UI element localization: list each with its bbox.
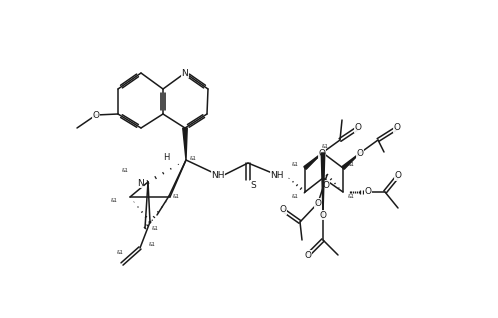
Text: O: O <box>393 123 400 133</box>
Text: O: O <box>319 149 326 157</box>
Text: &1: &1 <box>111 197 118 203</box>
Text: O: O <box>279 205 286 215</box>
Text: O: O <box>323 181 330 190</box>
Text: O: O <box>320 211 327 219</box>
Text: &1: &1 <box>190 156 196 162</box>
Text: &1: &1 <box>151 225 158 231</box>
Text: O: O <box>315 198 322 208</box>
Text: &1: &1 <box>173 195 179 199</box>
Text: NH: NH <box>211 170 225 179</box>
Text: O: O <box>304 251 312 259</box>
Text: H: H <box>163 154 169 162</box>
Text: &1: &1 <box>122 168 128 172</box>
Text: N: N <box>182 68 188 78</box>
Polygon shape <box>342 153 360 169</box>
Text: &1: &1 <box>348 162 355 168</box>
Text: O: O <box>357 149 364 157</box>
Text: O: O <box>93 110 100 120</box>
Text: O: O <box>365 188 372 197</box>
Polygon shape <box>304 153 322 169</box>
Text: O: O <box>355 123 362 133</box>
Text: &1: &1 <box>291 195 298 199</box>
Text: NH: NH <box>270 170 284 179</box>
Text: O: O <box>394 171 401 181</box>
Polygon shape <box>321 153 325 215</box>
Polygon shape <box>183 128 187 160</box>
Text: &1: &1 <box>117 251 124 255</box>
Text: &1: &1 <box>322 143 329 149</box>
Text: &1: &1 <box>348 195 355 199</box>
Text: &1: &1 <box>291 162 298 168</box>
Text: S: S <box>250 181 256 190</box>
Text: &1: &1 <box>148 241 155 246</box>
Text: N: N <box>136 178 143 188</box>
